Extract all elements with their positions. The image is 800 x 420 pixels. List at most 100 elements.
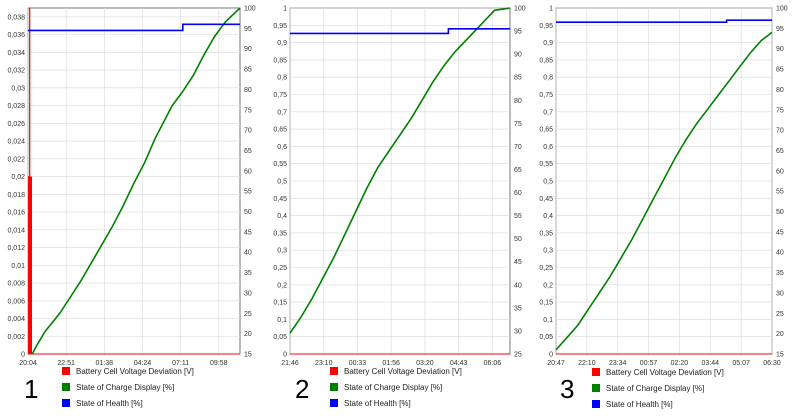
y-left-tick-label: 0,016 <box>7 210 25 217</box>
y-left-tick-label: 0,45 <box>539 196 553 203</box>
y-left-tick-label: 0,3 <box>543 248 553 255</box>
legend-swatch <box>330 383 338 391</box>
series-line-voltage <box>28 176 240 355</box>
chart-panel-3: 0 0,05 0,1 0,15 0,2 0,25 0,3 0,35 0,4 0,45 0,5 0,55… <box>539 6 787 410</box>
y-right-tick-label: 55 <box>776 189 784 196</box>
y-left-tick-label: 0,1 <box>277 317 287 324</box>
y-right-tick-label: 90 <box>776 46 784 53</box>
y-left-tick-label: 0,002 <box>7 334 25 341</box>
series-line-soh <box>290 28 510 35</box>
legend-label: Battery Cell Voltage Deviation [V] <box>606 368 724 377</box>
y-left-tick-label: 0,024 <box>7 139 25 146</box>
y-right-tick-label: 65 <box>514 167 522 174</box>
y-left-tick-label: 0,05 <box>539 334 553 341</box>
y-left-tick-label: 0,02 <box>11 174 25 181</box>
x-tick-label: 04:43 <box>450 360 468 367</box>
y-right-tick-label: 75 <box>514 121 522 128</box>
x-tick-label: 21:46 <box>281 360 299 367</box>
chart-panel-2: 0 0,05 0,1 0,15 0,2 0,25 0,3 0,35 0,4 0,45 0,5 0,55… <box>273 6 525 409</box>
y-right-tick-label: 95 <box>244 26 252 33</box>
y-left-tick-label: 0,65 <box>539 127 553 134</box>
x-tick-label: 01:38 <box>96 360 114 367</box>
series-line-soc <box>31 7 241 355</box>
y-left-tick-label: 0,15 <box>273 300 287 307</box>
y-right-tick-label: 80 <box>776 87 784 94</box>
y-right-tick-label: 45 <box>776 229 784 236</box>
y-left-tick-label: 0,95 <box>273 23 287 30</box>
y-left-tick-label: 0,026 <box>7 121 25 128</box>
y-left-tick-label: 0,8 <box>277 75 287 82</box>
y-right-tick-label: 100 <box>244 6 256 13</box>
x-tick-label: 01:56 <box>382 360 400 367</box>
legend-label: State of Health [%] <box>344 399 411 408</box>
y-right-tick-label: 15 <box>244 352 252 359</box>
legend-swatch <box>592 368 600 376</box>
x-tick-label: 05:07 <box>732 360 750 367</box>
y-right-tick-label: 50 <box>514 236 522 243</box>
y-left-tick-label: 0,032 <box>7 68 25 75</box>
y-left-tick-label: 0,2 <box>277 282 287 289</box>
y-left-tick-label: 0,5 <box>277 179 287 186</box>
y-left-tick-label: 0,7 <box>543 109 553 116</box>
y-left-tick-label: 0,55 <box>273 161 287 168</box>
y-left-tick-label: 0,038 <box>7 14 25 21</box>
y-left-tick-label: 0,25 <box>539 265 553 272</box>
y-left-tick-label: 0,012 <box>7 245 25 252</box>
y-right-tick-label: 30 <box>244 290 252 297</box>
legend-label: State of Charge Display [%] <box>606 384 704 393</box>
y-left-tick-label: 0,15 <box>539 300 553 307</box>
panel-number: 3 <box>560 374 574 404</box>
y-left-tick-label: 0 <box>283 352 287 359</box>
y-left-tick-label: 1 <box>283 6 287 13</box>
y-right-tick-label: 20 <box>244 331 252 338</box>
legend-swatch <box>330 367 338 375</box>
y-left-tick-label: 0,028 <box>7 103 25 110</box>
y-left-tick-label: 0,018 <box>7 192 25 199</box>
x-tick-label: 00:33 <box>349 360 367 367</box>
y-left-tick-label: 0,85 <box>273 57 287 64</box>
chart-panel-1: 0 0,002 0,004 0,006 0,008 0,01 0,012 0,014 0,016… <box>7 6 255 409</box>
y-right-tick-label: 70 <box>514 144 522 151</box>
y-right-tick-label: 90 <box>514 52 522 59</box>
legend-label: State of Health [%] <box>76 399 143 408</box>
series-line-soc <box>289 7 511 334</box>
series-line-soc <box>555 31 773 351</box>
y-right-tick-label: 80 <box>514 98 522 105</box>
y-left-tick-label: 0,3 <box>277 248 287 255</box>
legend-label: State of Health [%] <box>606 400 673 409</box>
x-tick-label: 09:58 <box>210 360 228 367</box>
y-left-tick-label: 0,35 <box>539 230 553 237</box>
x-tick-label: 03:44 <box>702 360 720 367</box>
y-right-tick-label: 85 <box>776 67 784 74</box>
legend-swatch <box>62 367 70 375</box>
y-right-tick-label: 95 <box>776 26 784 33</box>
legend-label: Battery Cell Voltage Deviation [V] <box>344 367 462 376</box>
y-left-tick-label: 0,006 <box>7 298 25 305</box>
y-left-tick-label: 0,35 <box>273 230 287 237</box>
legend-swatch <box>62 399 70 407</box>
y-right-tick-label: 45 <box>514 259 522 266</box>
y-left-tick-label: 0,75 <box>273 92 287 99</box>
x-tick-label: 03:20 <box>416 360 434 367</box>
y-right-tick-label: 25 <box>776 311 784 318</box>
y-left-tick-label: 0,1 <box>543 317 553 324</box>
y-left-tick-label: 0,036 <box>7 32 25 39</box>
y-right-tick-label: 100 <box>776 6 788 13</box>
x-tick-label: 23:34 <box>609 360 627 367</box>
series-line-soh <box>556 19 772 23</box>
y-left-tick-label: 0,034 <box>7 50 25 57</box>
y-left-tick-label: 0,95 <box>539 23 553 30</box>
legend-label: State of Charge Display [%] <box>76 383 174 392</box>
y-left-tick-label: 0,03 <box>11 85 25 92</box>
legend-swatch <box>592 400 600 408</box>
y-left-tick-label: 0,022 <box>7 156 25 163</box>
y-right-tick-label: 60 <box>244 168 252 175</box>
y-left-tick-label: 0,05 <box>273 334 287 341</box>
x-tick-label: 06:30 <box>763 360 781 367</box>
y-left-tick-label: 0,004 <box>7 316 25 323</box>
x-tick-label: 04:24 <box>134 360 152 367</box>
y-left-tick-label: 0,7 <box>277 109 287 116</box>
y-right-tick-label: 45 <box>244 229 252 236</box>
y-right-tick-label: 35 <box>776 270 784 277</box>
